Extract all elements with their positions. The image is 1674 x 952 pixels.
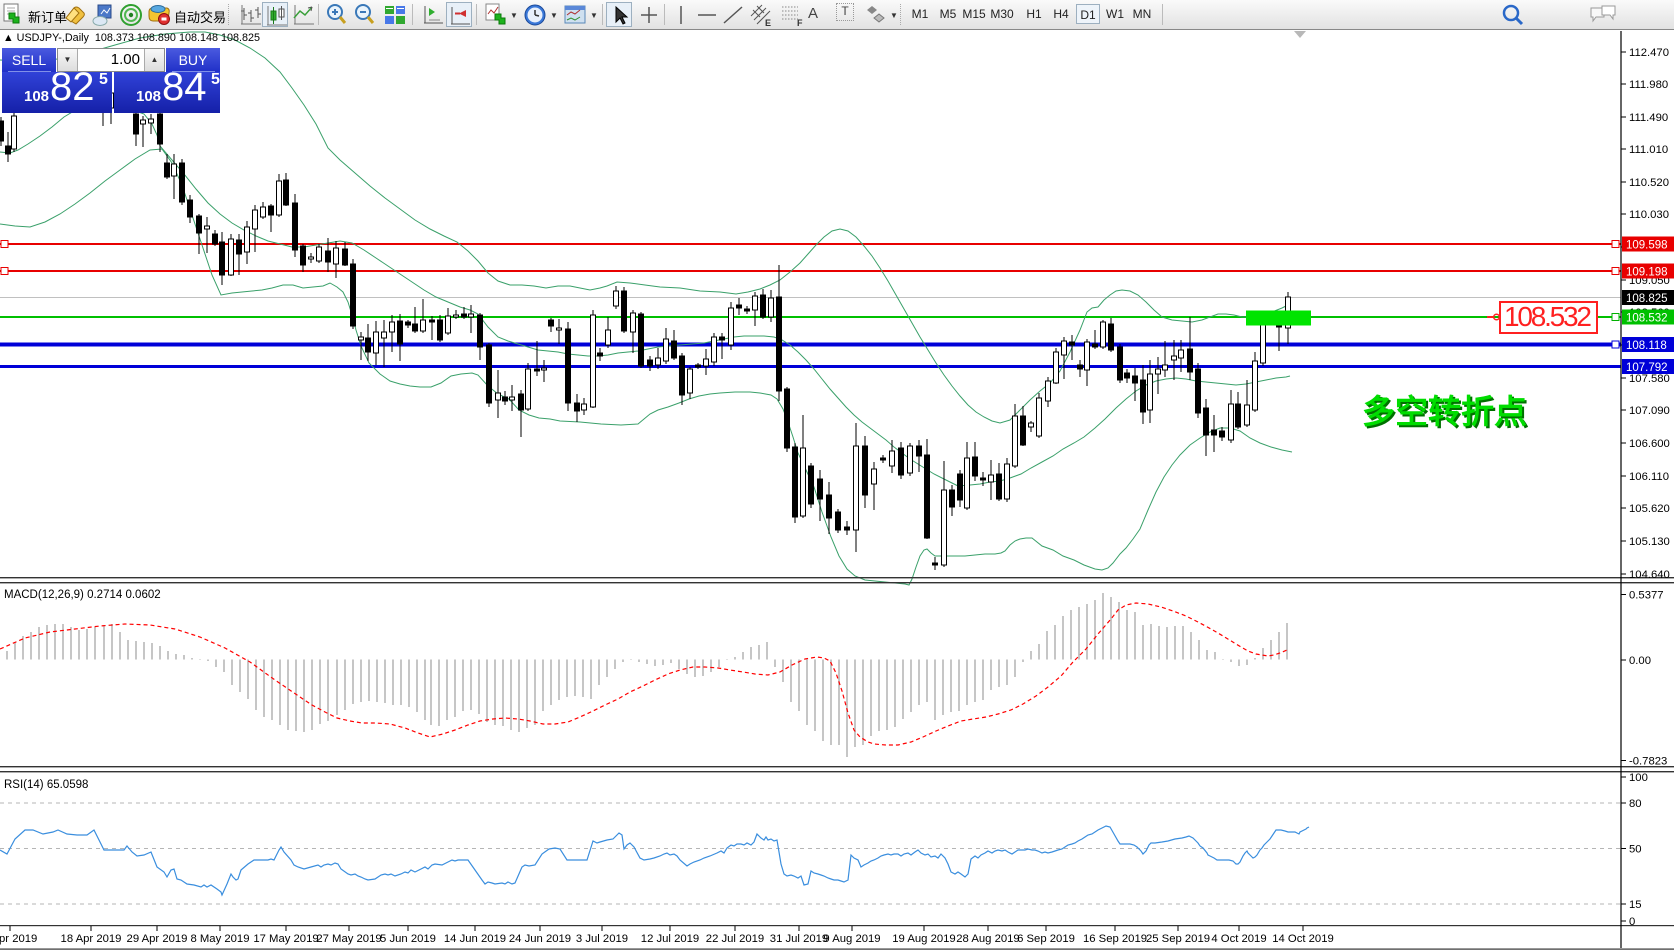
svg-text:111.010: 111.010 — [1629, 144, 1668, 156]
svg-text:108.532: 108.532 — [1626, 313, 1668, 325]
svg-text:▲ USDJPY-,Daily 108.373 108.8: ▲ USDJPY-,Daily 108.373 108.890 108.148 … — [3, 32, 260, 44]
svg-text:多空转折点: 多空转折点 — [1362, 393, 1527, 430]
svg-text:4 Oct 2019: 4 Oct 2019 — [1211, 933, 1266, 945]
svg-text:9 Aug 2019: 9 Aug 2019 — [823, 933, 880, 945]
svg-text:111.490: 111.490 — [1629, 112, 1668, 124]
svg-text:107.792: 107.792 — [1626, 362, 1668, 374]
svg-text:14 Oct 2019: 14 Oct 2019 — [1272, 933, 1334, 945]
svg-text:0.00: 0.00 — [1629, 655, 1651, 667]
svg-text:-0.7823: -0.7823 — [1629, 756, 1667, 768]
svg-text:107.090: 107.090 — [1629, 405, 1670, 417]
svg-text:9 Apr 2019: 9 Apr 2019 — [0, 933, 37, 945]
svg-text:24 Jun 2019: 24 Jun 2019 — [509, 933, 571, 945]
svg-text:80: 80 — [1629, 798, 1642, 810]
svg-text:F: F — [797, 18, 803, 28]
svg-text:0.5377: 0.5377 — [1629, 590, 1664, 602]
svg-text:110.030: 110.030 — [1629, 209, 1669, 221]
svg-text:100: 100 — [1629, 772, 1648, 784]
svg-text:29 Apr 2019: 29 Apr 2019 — [127, 933, 188, 945]
svg-text:110.520: 110.520 — [1629, 177, 1669, 189]
svg-text:19 Aug 2019: 19 Aug 2019 — [892, 933, 955, 945]
svg-text:15: 15 — [1629, 899, 1642, 911]
svg-text:RSI(14) 65.0598: RSI(14) 65.0598 — [4, 779, 88, 791]
svg-text:MACD(12,26,9) 0.2714 0.0602: MACD(12,26,9) 0.2714 0.0602 — [4, 589, 161, 601]
svg-text:27 May 2019: 27 May 2019 — [316, 933, 381, 945]
svg-text:25 Sep 2019: 25 Sep 2019 — [1146, 933, 1210, 945]
svg-text:109.598: 109.598 — [1626, 240, 1668, 252]
svg-text:28 Aug 2019: 28 Aug 2019 — [956, 933, 1019, 945]
svg-text:12 Jul 2019: 12 Jul 2019 — [641, 933, 699, 945]
svg-text:14 Jun 2019: 14 Jun 2019 — [444, 933, 506, 945]
svg-text:105.130: 105.130 — [1629, 536, 1670, 548]
svg-text:108.118: 108.118 — [1626, 340, 1667, 352]
svg-text:18 Apr 2019: 18 Apr 2019 — [61, 933, 122, 945]
svg-text:8 May 2019: 8 May 2019 — [190, 933, 249, 945]
svg-text:22 Jul 2019: 22 Jul 2019 — [706, 933, 764, 945]
svg-text:50: 50 — [1629, 844, 1642, 856]
svg-text:108.825: 108.825 — [1626, 293, 1668, 305]
svg-text:106.600: 106.600 — [1629, 438, 1670, 450]
svg-text:17 May 2019: 17 May 2019 — [253, 933, 318, 945]
svg-text:104.640: 104.640 — [1629, 569, 1670, 581]
svg-text:105.620: 105.620 — [1629, 503, 1670, 515]
svg-text:107.580: 107.580 — [1629, 373, 1670, 385]
svg-text:106.110: 106.110 — [1629, 471, 1669, 483]
svg-text:5 Jun 2019: 5 Jun 2019 — [380, 933, 436, 945]
svg-text:3 Jul 2019: 3 Jul 2019 — [576, 933, 628, 945]
svg-text:0: 0 — [1629, 916, 1635, 928]
svg-text:多空转折点: 多空转折点 — [1364, 395, 1529, 432]
svg-text:E: E — [765, 18, 771, 28]
svg-text:6 Sep 2019: 6 Sep 2019 — [1017, 933, 1075, 945]
svg-text:16 Sep 2019: 16 Sep 2019 — [1083, 933, 1147, 945]
svg-text:112.470: 112.470 — [1629, 47, 1669, 59]
svg-text:109.198: 109.198 — [1626, 267, 1668, 279]
svg-text:111.980: 111.980 — [1629, 79, 1668, 91]
svg-text:108.532: 108.532 — [1504, 301, 1592, 332]
svg-text:31 Jul 2019: 31 Jul 2019 — [770, 933, 828, 945]
